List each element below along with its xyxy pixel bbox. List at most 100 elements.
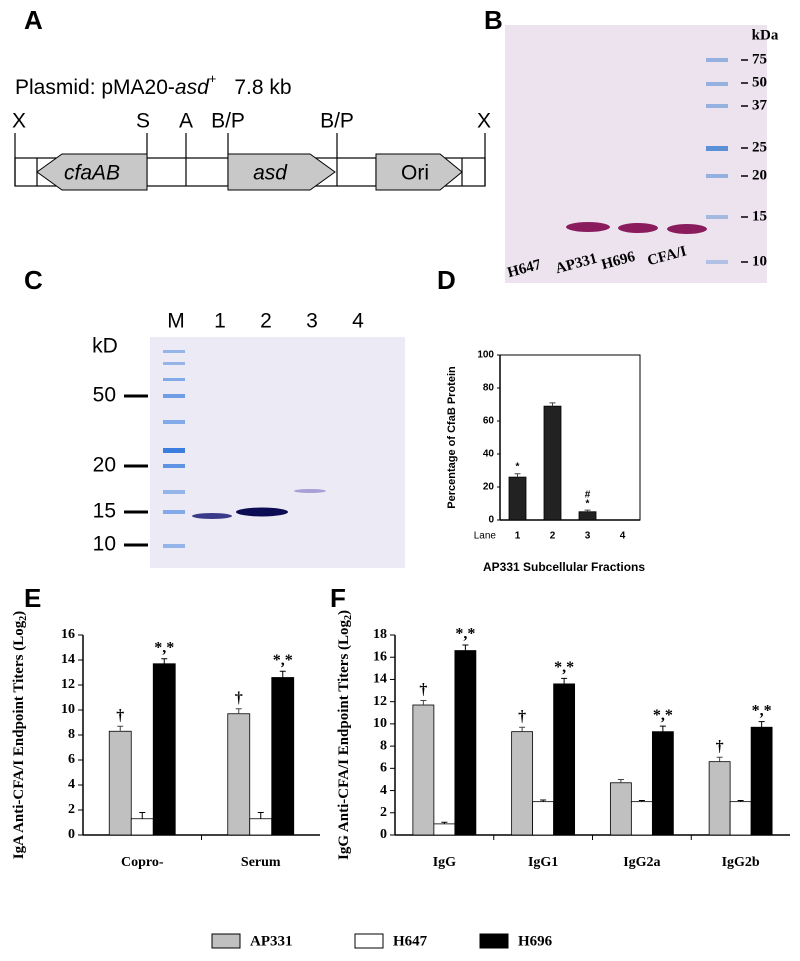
panel-label: B xyxy=(484,5,503,35)
panel-label: D xyxy=(437,265,456,295)
error-bar xyxy=(514,473,521,478)
error-bar xyxy=(617,778,624,783)
annotation: *,* xyxy=(752,702,772,719)
error-bar xyxy=(638,800,645,802)
gene-label: asd xyxy=(253,162,288,185)
bar xyxy=(152,663,176,836)
bar xyxy=(227,713,251,836)
error-bar xyxy=(561,677,568,684)
y-axis-label-part: 2 xyxy=(18,616,29,621)
y-tick-label: 80 xyxy=(483,383,495,394)
site-label: B/P xyxy=(211,110,245,133)
annotation: † xyxy=(518,708,526,725)
x-tick-label: IgG1 xyxy=(528,855,558,870)
annotation: * xyxy=(516,461,520,472)
error-bar xyxy=(279,670,286,678)
category-axis-label: Lane xyxy=(474,531,497,542)
bar xyxy=(412,704,435,836)
y-tick-label: 6 xyxy=(380,761,387,776)
bar xyxy=(433,823,456,836)
annotation: *,* xyxy=(455,626,475,643)
bar xyxy=(130,818,154,836)
site-label: B/P xyxy=(320,110,354,133)
x-tick-label: 3 xyxy=(585,531,591,542)
title-gene: asd xyxy=(175,76,210,99)
band xyxy=(294,489,326,493)
error-bar xyxy=(519,726,526,732)
y-tick-label: 10 xyxy=(61,702,75,717)
site-label: A xyxy=(179,110,193,133)
gene-arrow xyxy=(227,153,336,191)
annotation: *,* xyxy=(154,639,174,656)
gel-image xyxy=(150,337,405,568)
legend-swatch xyxy=(211,933,241,949)
y-tick-label: 18 xyxy=(373,627,387,642)
plasmid-map: Plasmid: pMA20-asd+ 7.8 kb cfaAB asd Ori … xyxy=(12,71,491,191)
legend-label: AP331 xyxy=(250,933,293,949)
site-label: X xyxy=(477,110,491,133)
ladder xyxy=(163,350,185,548)
x-tick-label: IgG2b xyxy=(722,855,760,870)
lane-label: 4 xyxy=(352,310,364,333)
annotation: † xyxy=(116,707,124,724)
bands xyxy=(566,222,707,234)
lane-label: M xyxy=(167,310,185,333)
x-tick-label: IgG2a xyxy=(623,855,660,870)
lane-label: 3 xyxy=(306,310,318,333)
annotation: *,* xyxy=(554,659,574,676)
marker-label: 10 xyxy=(93,533,116,556)
x-tick-label: 4 xyxy=(620,531,626,542)
y-axis-label-part: IgG Anti-CFA/I Endpoint Titers (Log xyxy=(336,619,352,860)
gene-label: Ori xyxy=(401,162,429,185)
y-tick-label: 12 xyxy=(61,677,75,692)
y-tick-label: 20 xyxy=(483,482,495,493)
annotation: * xyxy=(586,499,590,510)
marker-label: 15 xyxy=(93,500,116,523)
annotation: *,* xyxy=(273,652,293,669)
error-bar xyxy=(549,402,556,407)
bar xyxy=(750,726,773,836)
unit-label: kD xyxy=(92,335,118,358)
bar xyxy=(271,677,295,836)
marker-label: 25 xyxy=(752,139,767,155)
title-prefix: Plasmid: pMA20- xyxy=(15,76,175,99)
y-tick-label: 0 xyxy=(488,515,494,526)
marker-label: 50 xyxy=(752,74,767,90)
y-tick-label: 12 xyxy=(373,694,387,709)
bar xyxy=(454,650,477,836)
legend-label: H647 xyxy=(393,933,428,949)
y-tick-label: 60 xyxy=(483,416,495,427)
error-bar xyxy=(737,800,744,802)
bar xyxy=(511,731,534,836)
bar xyxy=(578,511,597,521)
y-axis-label: IgG Anti-CFA/I Endpoint Titers (Log2) xyxy=(336,610,354,860)
error-bar xyxy=(161,658,168,664)
gene-label: cfaAB xyxy=(64,162,120,185)
y-axis-label: IgA Anti-CFA/I Endpoint Titers (Log2) xyxy=(11,611,29,859)
panel-label: F xyxy=(330,583,346,613)
error-bar xyxy=(235,708,242,714)
bar xyxy=(532,801,555,836)
unit-label: kDa xyxy=(752,27,779,43)
bar xyxy=(630,801,653,836)
y-axis-label: Percentage of CfaB Protein xyxy=(446,366,458,509)
y-axis-label-part: IgA Anti-CFA/I Endpoint Titers (Log xyxy=(11,620,27,859)
legend-label: H696 xyxy=(518,933,553,949)
annotation: *,* xyxy=(653,707,673,724)
bar xyxy=(708,761,731,836)
panel-label: E xyxy=(24,583,41,613)
bar xyxy=(108,730,132,836)
error-bar xyxy=(441,821,448,824)
panel-label: A xyxy=(24,5,43,35)
gel-image xyxy=(505,25,767,283)
x-axis-label: AP331 Subcellular Fractions xyxy=(483,560,645,574)
x-tick-label: IgG xyxy=(433,855,456,870)
annotation: † xyxy=(716,738,724,755)
x-tick-label: 2 xyxy=(550,531,556,542)
error-bar xyxy=(117,725,124,732)
y-tick-label: 6 xyxy=(68,752,75,767)
chart: 0 2 4 6 8 10 12 14 16 Copro- † *,* Serum † *,* IgA Anti… xyxy=(11,611,320,870)
error-bar xyxy=(257,812,264,819)
